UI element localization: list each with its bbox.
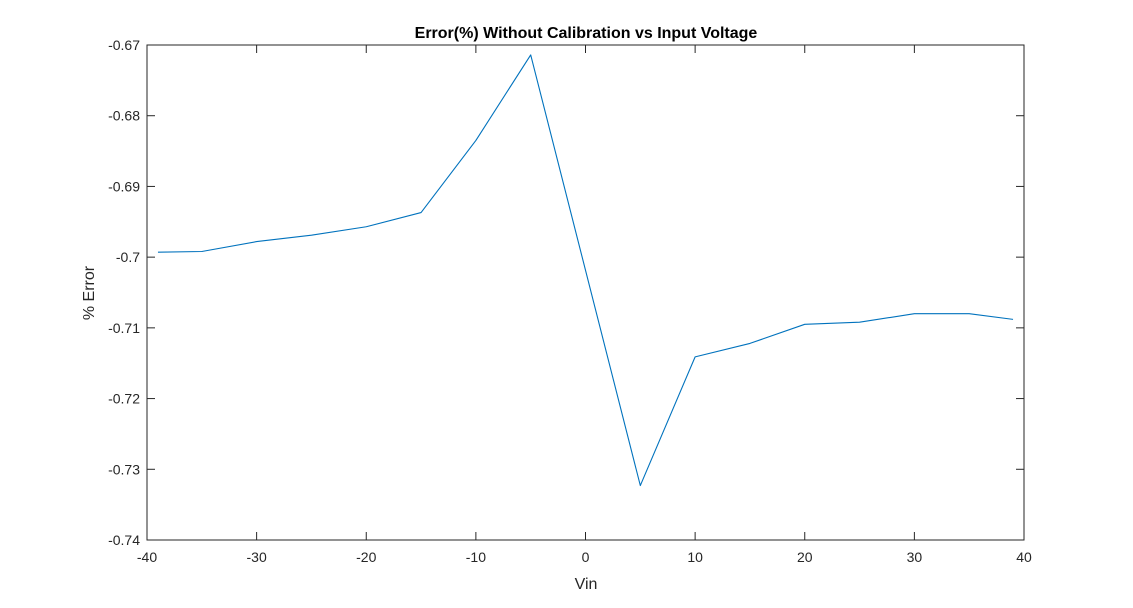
y-tick-label: -0.7 bbox=[116, 249, 140, 265]
x-tick-label: 30 bbox=[907, 549, 923, 565]
x-tick-label: -10 bbox=[466, 549, 486, 565]
x-tick-label: 20 bbox=[797, 549, 813, 565]
x-tick-label: 10 bbox=[687, 549, 703, 565]
y-axis-label: % Error bbox=[81, 265, 98, 320]
x-tick-label: -20 bbox=[356, 549, 376, 565]
y-tick-label: -0.68 bbox=[108, 108, 140, 124]
x-tick-label: -30 bbox=[247, 549, 267, 565]
y-tick-label: -0.67 bbox=[108, 37, 140, 53]
plot-area bbox=[146, 44, 1025, 541]
series-line bbox=[157, 54, 1014, 487]
y-tick-label: -0.69 bbox=[108, 178, 140, 194]
plot-frame bbox=[146, 44, 1025, 541]
x-axis-label: Vin bbox=[575, 576, 598, 593]
x-tick-label: 40 bbox=[1016, 549, 1032, 565]
y-tick-label: -0.71 bbox=[108, 320, 140, 336]
series-layer bbox=[157, 54, 1014, 487]
x-tick-label: -40 bbox=[137, 549, 157, 565]
y-tick-label: -0.72 bbox=[108, 391, 140, 407]
chart-title: Error(%) Without Calibration vs Input Vo… bbox=[415, 25, 758, 42]
y-axis: -0.74 -0.73 -0.72 -0.71 -0.7 -0.69 -0.68 -0.67 bbox=[108, 37, 1024, 548]
y-tick-label: -0.73 bbox=[108, 461, 140, 477]
x-tick-label: 0 bbox=[582, 549, 590, 565]
x-axis: -40 -30 -20 -10 0 10 20 30 40 bbox=[137, 45, 1032, 565]
y-tick-label: -0.74 bbox=[108, 532, 140, 548]
